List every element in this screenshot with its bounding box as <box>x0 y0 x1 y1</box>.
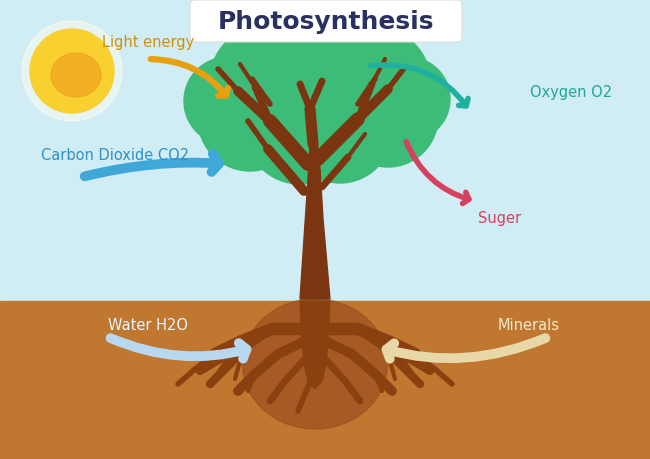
Ellipse shape <box>242 299 387 429</box>
Ellipse shape <box>51 54 101 98</box>
Circle shape <box>225 45 345 165</box>
Bar <box>0 0 650 304</box>
Circle shape <box>285 45 405 165</box>
Text: Suger: Suger <box>478 210 521 225</box>
Circle shape <box>184 58 272 146</box>
Circle shape <box>198 68 302 172</box>
Circle shape <box>326 30 430 134</box>
Circle shape <box>210 27 320 137</box>
Circle shape <box>22 22 122 122</box>
Text: Minerals: Minerals <box>498 317 560 332</box>
Circle shape <box>245 75 355 185</box>
Circle shape <box>30 30 114 114</box>
Polygon shape <box>300 130 330 299</box>
Circle shape <box>288 80 392 184</box>
Text: Light energy: Light energy <box>102 34 194 50</box>
Text: Oxygen O2: Oxygen O2 <box>530 84 612 99</box>
Circle shape <box>250 15 380 145</box>
Circle shape <box>262 0 378 103</box>
Circle shape <box>366 58 450 142</box>
Text: Carbon Dioxide CO2: Carbon Dioxide CO2 <box>41 147 189 162</box>
FancyBboxPatch shape <box>190 1 462 43</box>
Text: Water H2O: Water H2O <box>108 317 188 332</box>
Text: Photosynthesis: Photosynthesis <box>218 10 434 34</box>
Circle shape <box>338 68 438 168</box>
Bar <box>0 302 650 459</box>
Polygon shape <box>300 302 330 389</box>
